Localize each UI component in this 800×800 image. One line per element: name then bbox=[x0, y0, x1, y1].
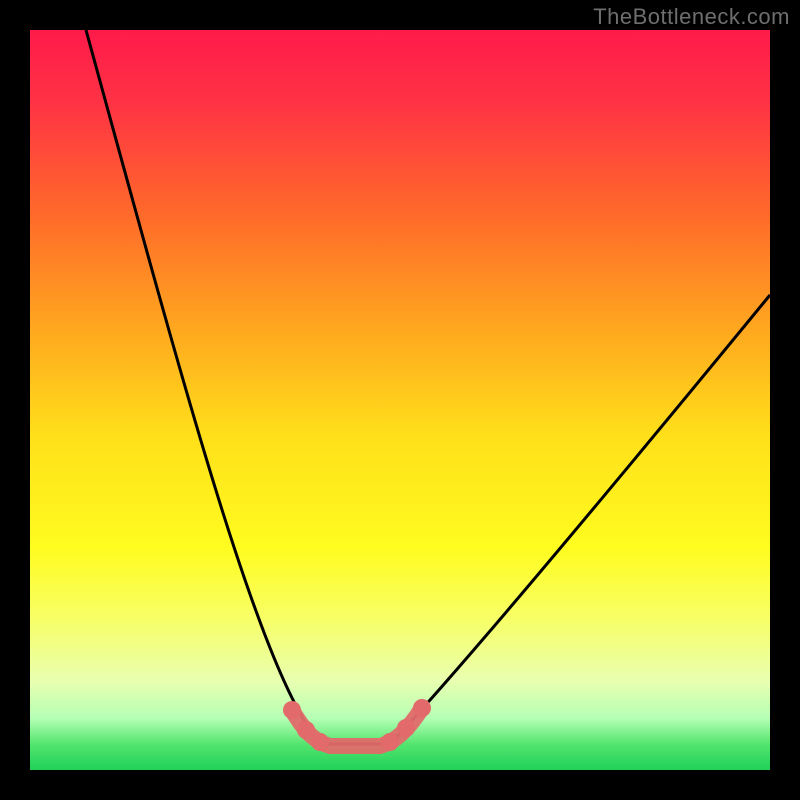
trough-dot bbox=[297, 721, 315, 739]
plot-background-gradient bbox=[30, 30, 770, 770]
watermark-text: TheBottleneck.com bbox=[593, 4, 790, 30]
trough-dot bbox=[311, 733, 329, 751]
bottleneck-chart bbox=[0, 0, 800, 800]
trough-dot bbox=[381, 733, 399, 751]
trough-dot bbox=[413, 699, 431, 717]
trough-dot bbox=[283, 701, 301, 719]
trough-dot bbox=[397, 719, 415, 737]
chart-canvas: TheBottleneck.com bbox=[0, 0, 800, 800]
